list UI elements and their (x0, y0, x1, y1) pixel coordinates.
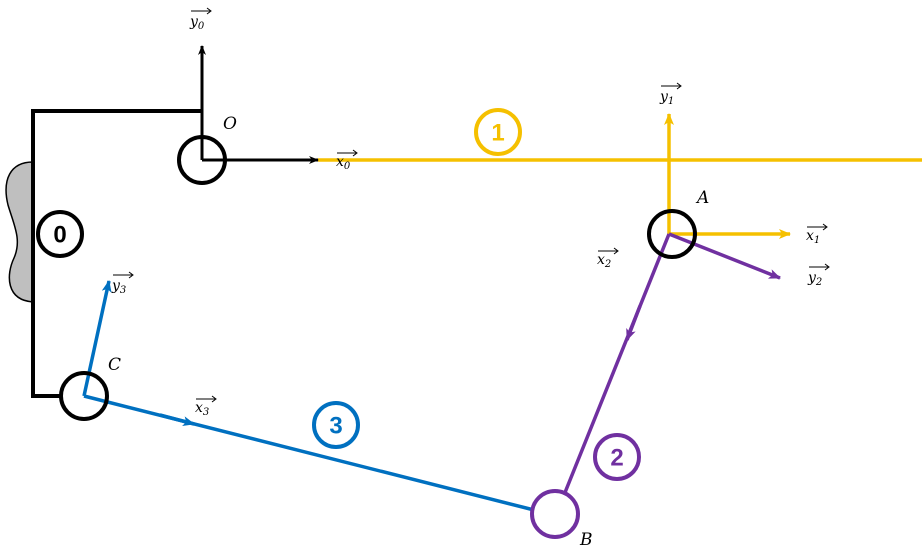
axis-y3 (82, 280, 112, 397)
svg-text:x0: x0 (336, 154, 351, 172)
svg-text:1: 1 (491, 120, 504, 147)
svg-text:y3: y3 (111, 278, 126, 296)
vector-label-x3: x3 (195, 395, 217, 418)
axis-x2-arrow (625, 305, 642, 341)
body-badge-3: 3 (312, 401, 360, 449)
svg-text:0: 0 (53, 222, 66, 249)
vector-label-x2: x2 (597, 247, 619, 270)
vector-label-y0: y0 (189, 7, 212, 32)
link-body-3 (83, 394, 535, 512)
svg-text:3: 3 (329, 413, 342, 440)
svg-text:2: 2 (610, 445, 623, 472)
svg-text:x2: x2 (597, 252, 611, 270)
axis-y2 (668, 232, 781, 280)
label-A: A (695, 188, 709, 208)
label-C: C (108, 355, 121, 375)
body-badge-0: 0 (36, 210, 84, 258)
frame-body-0 (31, 109, 202, 398)
vector-label-y2: y2 (807, 263, 830, 288)
joint-A (647, 209, 697, 259)
vector-label-y1: y1 (659, 82, 682, 107)
label-O: O (223, 114, 237, 134)
svg-text:x1: x1 (806, 228, 820, 246)
label-B: B (579, 530, 593, 550)
vector-label-y3: y3 (111, 271, 134, 296)
link-body-2 (562, 233, 671, 496)
svg-text:y2: y2 (807, 270, 822, 288)
svg-text:y0: y0 (189, 14, 205, 32)
vector-label-x1: x1 (806, 223, 828, 246)
ground-support-shape (5, 161, 34, 303)
svg-text:y1: y1 (659, 89, 674, 107)
body-badge-1: 1 (474, 108, 522, 156)
body-badge-2: 2 (593, 433, 641, 481)
joint-C (59, 371, 109, 421)
joint-B (530, 489, 580, 539)
svg-text:x3: x3 (195, 400, 209, 418)
vector-label-x0: x0 (336, 149, 358, 172)
axis-x3-arrow (159, 413, 195, 427)
joint-O (177, 135, 227, 185)
